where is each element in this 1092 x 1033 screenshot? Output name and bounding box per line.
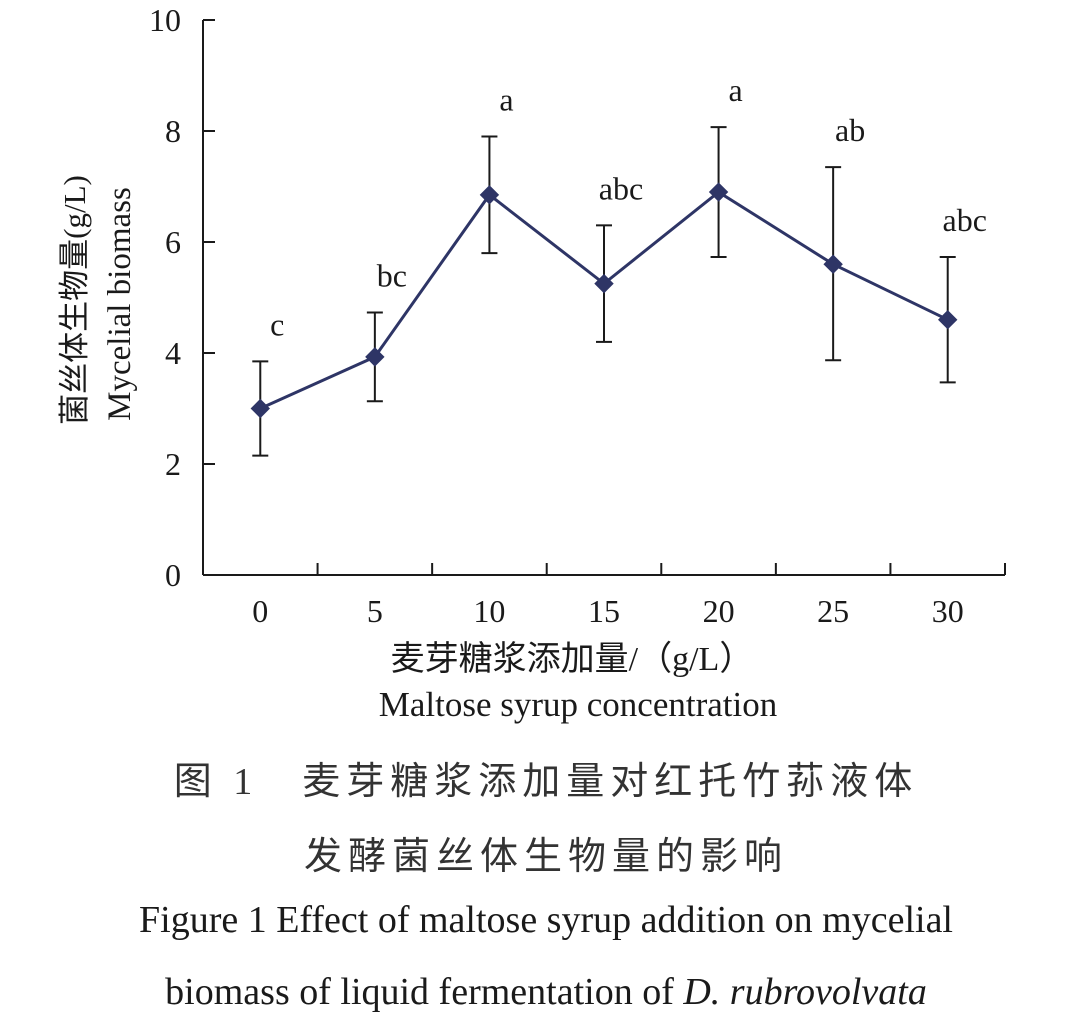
x-tick-label: 10 <box>473 593 505 629</box>
y-tick-label: 2 <box>165 446 181 482</box>
significance-label: abc <box>943 202 987 238</box>
caption-zh-line2-text: 发酵菌丝体生物量的影响 <box>303 836 788 878</box>
significance-label: abc <box>599 170 643 206</box>
significance-label: a <box>728 72 742 108</box>
data-point-marker <box>823 254 843 274</box>
data-point-marker <box>594 273 614 294</box>
data-point-marker <box>938 309 958 330</box>
y-axis-label-zh: 菌丝体生物量(g/L) <box>57 175 92 425</box>
caption-en-line2-prefix: biomass of liquid fermentation of <box>165 971 684 1013</box>
data-point-marker <box>365 347 385 367</box>
x-tick-label: 25 <box>817 593 849 629</box>
caption-zh-line1-text: 图 1 麦芽糖浆添加量对红托竹荪液体 <box>173 761 919 803</box>
x-tick-label: 0 <box>252 593 268 629</box>
y-axis-label-en: Mycelial biomass <box>102 187 138 421</box>
significance-label: c <box>270 306 284 342</box>
chart: 0 2 4 6 8 10 0 5 10 15 20 25 30 麦芽糖浆添加量/（g/L） Maltose … <box>57 2 1006 724</box>
significance-label: a <box>499 82 513 118</box>
caption-en-line1: Figure 1 Effect of maltose syrup additio… <box>0 898 1092 942</box>
x-tick-label: 30 <box>932 593 964 629</box>
caption-en-species: D. rubrovolvata <box>683 971 927 1013</box>
data-point-marker <box>708 182 729 202</box>
data-point-marker <box>479 185 500 205</box>
x-axis-label-zh: 麦芽糖浆添加量/（g/L） <box>391 640 754 678</box>
y-tick-label: 4 <box>165 335 181 371</box>
x-tick-label: 15 <box>588 593 620 629</box>
caption-en-line2: biomass of liquid fermentation of D. rub… <box>0 970 1092 1014</box>
y-tick-label: 0 <box>165 557 181 593</box>
caption-zh-line2: 发酵菌丝体生物量的影响 <box>0 825 1092 880</box>
y-tick-label: 6 <box>165 224 181 260</box>
caption-zh-line1: 图 1 麦芽糖浆添加量对红托竹荪液体 <box>0 750 1092 805</box>
y-tick-label: 10 <box>149 2 181 38</box>
y-tick-label: 8 <box>165 113 181 149</box>
significance-label: bc <box>377 257 407 293</box>
data-point-marker <box>250 398 270 419</box>
x-tick-label: 20 <box>703 593 735 629</box>
x-tick-label: 5 <box>367 593 383 629</box>
caption-en-line1-text: Figure 1 Effect of maltose syrup additio… <box>139 899 953 941</box>
x-axis-label-en: Maltose syrup concentration <box>379 685 778 724</box>
significance-label: ab <box>835 112 865 148</box>
